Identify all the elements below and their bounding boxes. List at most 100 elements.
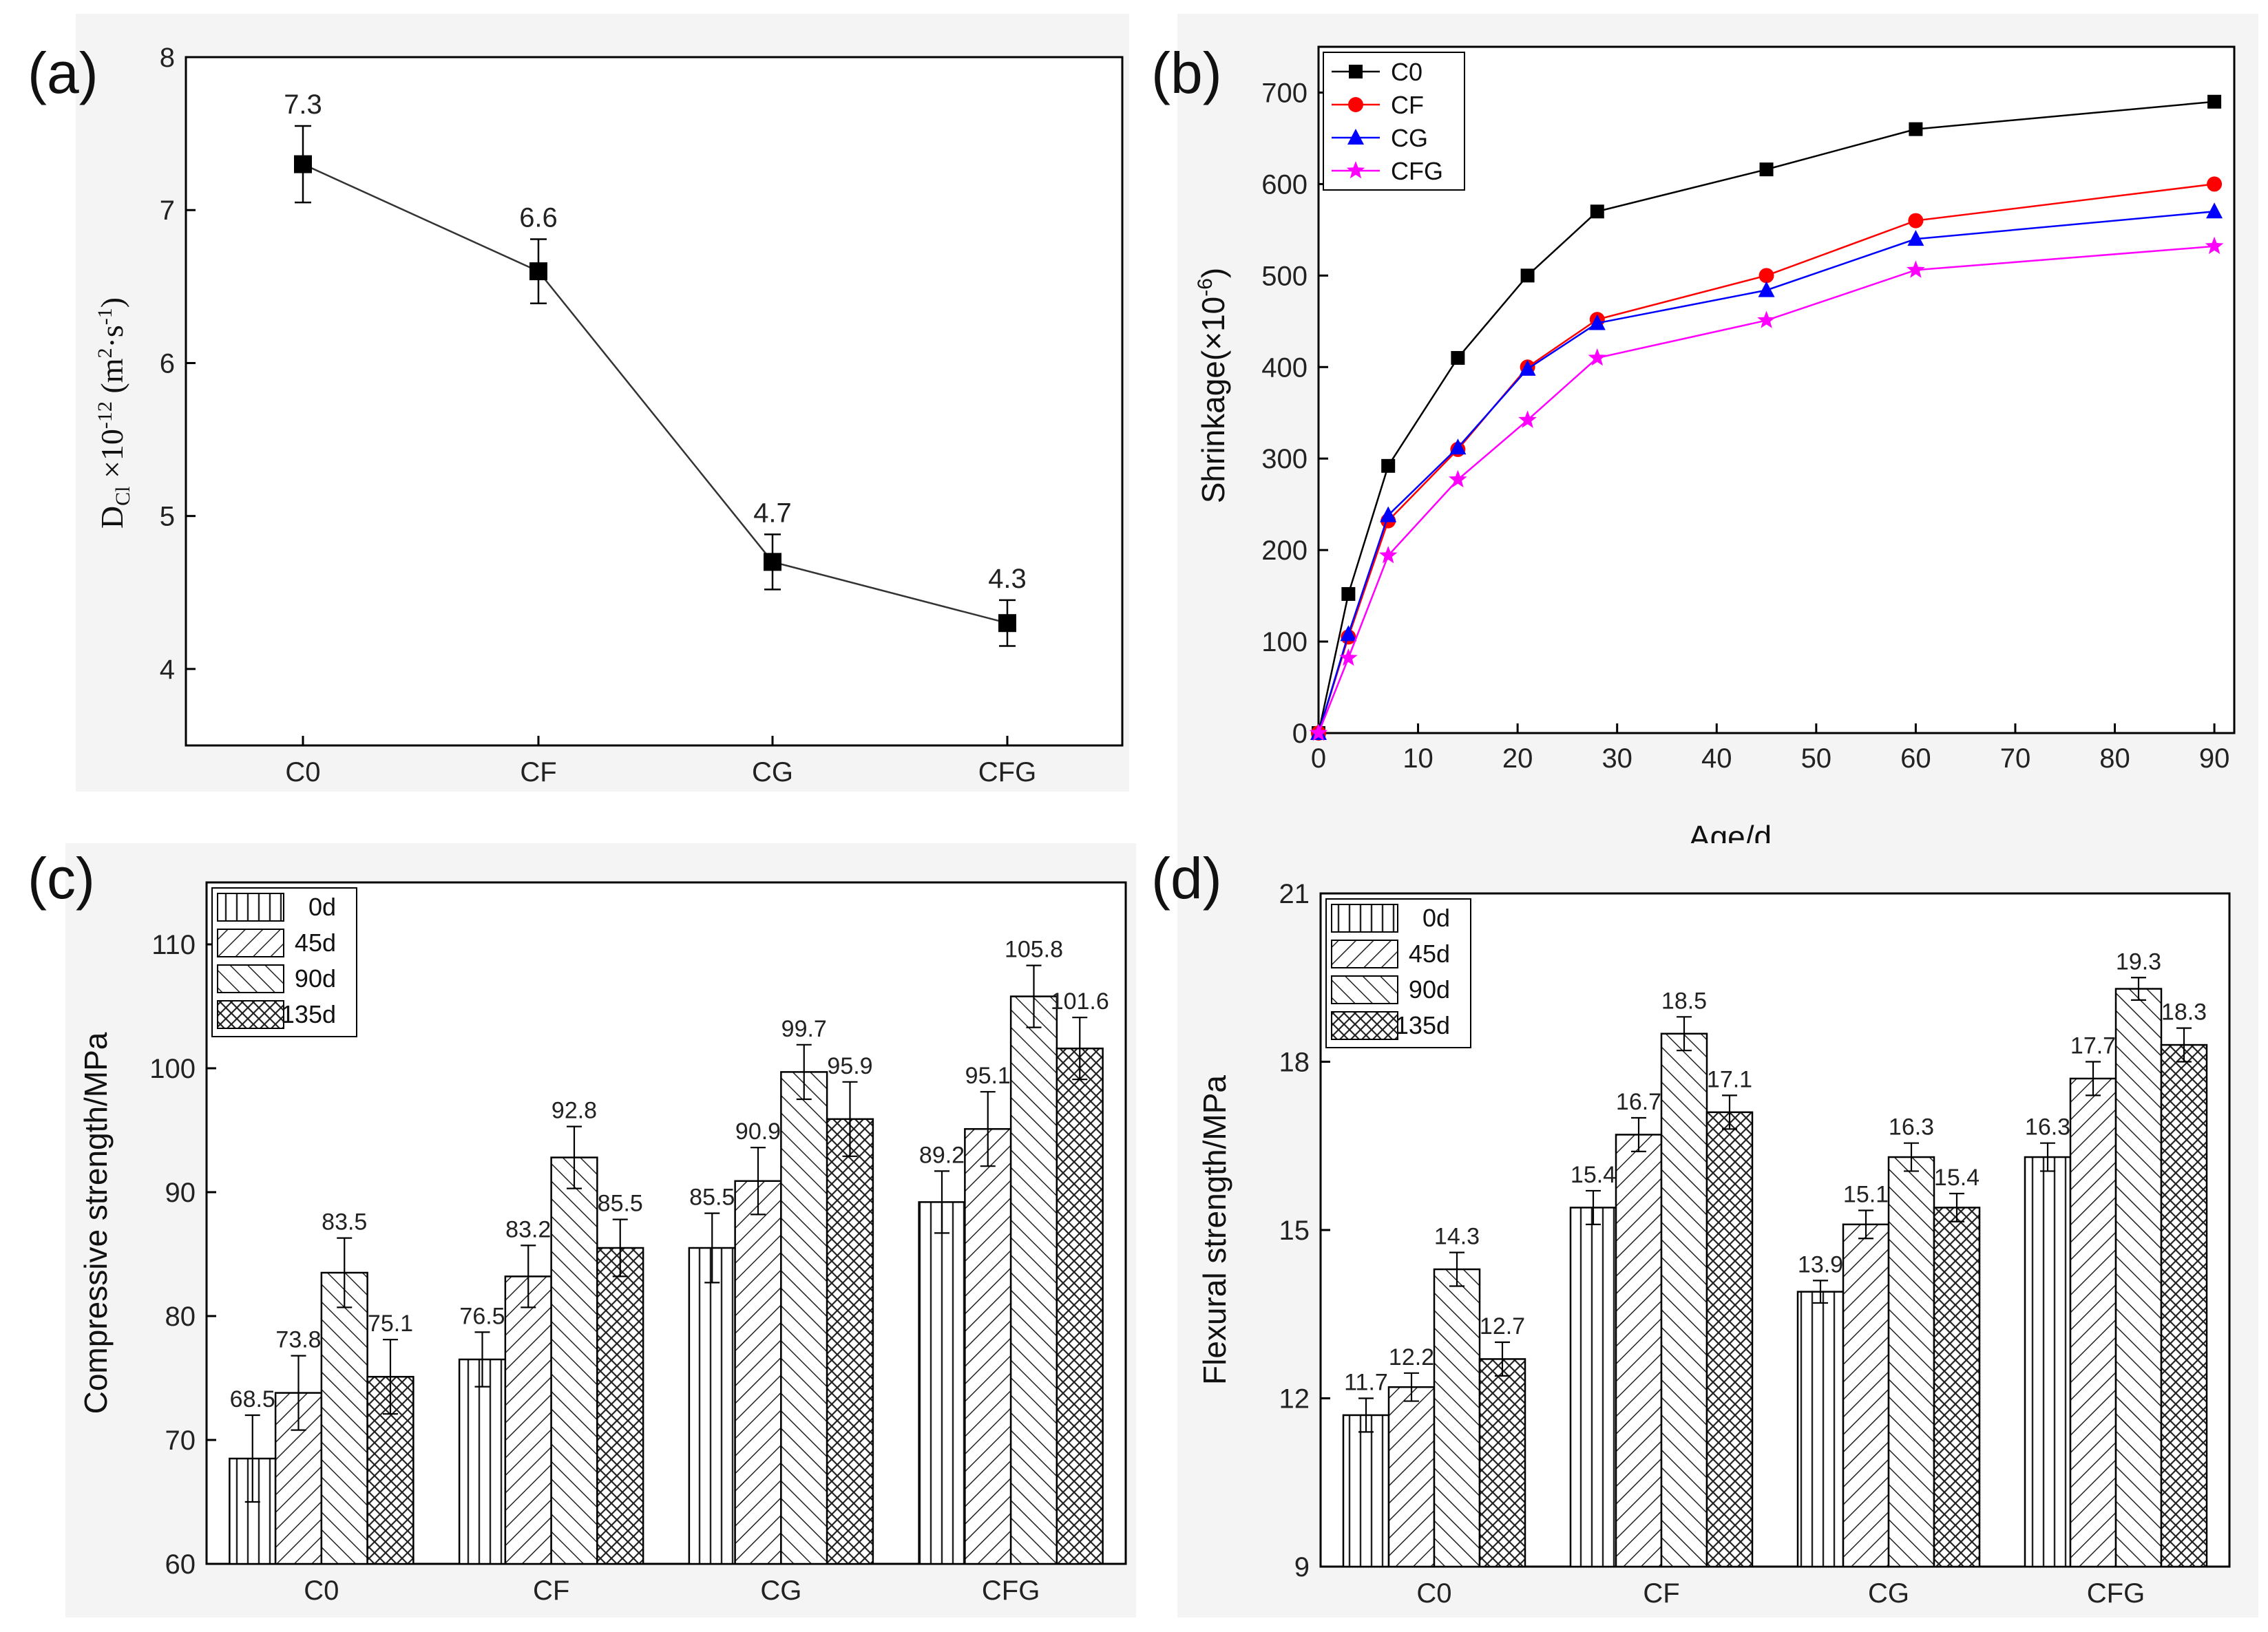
panel-b-plot-area <box>1317 45 2236 734</box>
panel-d-xtick-label: CF <box>1643 1578 1679 1609</box>
panel-b-xtick-label: 60 <box>1900 743 1931 774</box>
panel-b-point-cfg <box>1339 648 1358 666</box>
panel-b-point-cfg <box>1309 723 1328 741</box>
panel-b-label: (b) <box>1151 41 1222 105</box>
panel-b-point-cg <box>1449 438 1467 455</box>
panel-b-xtick-label: 0 <box>1311 743 1326 774</box>
panel-b-ytick-label: 200 <box>1261 536 1308 566</box>
panel-b-point-c0 <box>1341 586 1356 601</box>
panel-c-value-label: 85.5 <box>598 1191 643 1217</box>
panel-d-value-label: 16.3 <box>1889 1114 1934 1141</box>
panel-c-value-label: 68.5 <box>230 1386 275 1412</box>
panel-b-marks <box>1309 94 2224 741</box>
panel-b-ytick-label: 400 <box>1261 352 1308 383</box>
panel-d-bar-45d <box>1387 1386 1436 1568</box>
panel-c-bar-135d <box>1056 1047 1104 1565</box>
panel-a-value-label: 4.7 <box>753 498 792 528</box>
panel-b-legend-label-cg: CG <box>1391 124 1428 152</box>
panel-c-value-label: 89.2 <box>919 1142 965 1168</box>
panel-a-marks: 7.3 6.6 4.7 4.3 <box>284 89 1027 647</box>
panel-b-point-cfg <box>1907 260 1925 278</box>
panel-d-marks: 11.712.2 14.3 12.7 15.4 16.7 18.5 17.1 13.9 15.1… <box>1342 949 2208 1568</box>
panel-c-xtick-label: CG <box>760 1576 801 1606</box>
panel-d-value-label: 19.3 <box>2116 949 2161 975</box>
panel-d-legend-label-135d: 135d <box>1395 1011 1450 1039</box>
panel-c-marks: 68.5 73.8 83.5 75.1 76.5 83.2 92.8 85.5 85.5 90.9… <box>229 937 1109 1565</box>
panel-b-ytick-label: 100 <box>1261 627 1308 657</box>
panel-a-ylabel-units: (m <box>94 358 129 401</box>
panel-d-value-label: 15.4 <box>1571 1162 1616 1188</box>
panel-b-legend-marker-c0 <box>1349 65 1363 78</box>
panel-c-ytick-label: 70 <box>165 1426 196 1456</box>
panel-c-ytick-label: 60 <box>165 1549 196 1580</box>
panel-b-point-c0 <box>1909 122 1923 136</box>
panel-d-value-label: 16.7 <box>1616 1089 1661 1115</box>
panel-d-legend-label-90d: 90d <box>1409 975 1450 1004</box>
panel-c-bar-90d <box>320 1271 368 1565</box>
panel-d-value-label: 15.1 <box>1843 1181 1889 1207</box>
panel-a-value-label: 7.3 <box>284 89 322 120</box>
panel-c-ytick-label: 110 <box>151 930 196 960</box>
panel-a-ytick-label: 8 <box>160 43 175 73</box>
panel-b-point-cfg <box>1378 546 1398 564</box>
panel-b-xtick-label: 70 <box>2000 743 2031 774</box>
panel-d-value-label: 16.3 <box>2025 1114 2070 1141</box>
panel-c-bar-45d <box>964 1127 1012 1565</box>
panel-b-point-cfg <box>1518 410 1537 428</box>
panel-d-bar-135d <box>1705 1111 1754 1568</box>
panel-a-ticks: 4 5 6 7 8 C0 CF CG CFG <box>160 43 1036 787</box>
panel-c-value-label: 101.6 <box>1051 988 1109 1015</box>
panel-a-ytick-label: 7 <box>160 195 175 226</box>
panel-a-point <box>294 155 312 173</box>
panel-c-legend-label-45d: 45d <box>295 929 336 957</box>
panel-d-y-axis-title: Flexural strength/MPa <box>1197 1075 1232 1385</box>
panel-c-value-label: 99.7 <box>781 1016 827 1042</box>
panel-d-value-label: 15.4 <box>1934 1165 1980 1191</box>
panel-c-ytick-label: 90 <box>165 1178 196 1208</box>
panel-a-ytick-label: 5 <box>160 502 175 532</box>
panel-d-value-label: 12.7 <box>1480 1313 1525 1339</box>
panel-d-xtick-label: CFG <box>2087 1578 2145 1609</box>
panel-b-ylabel-close: ) <box>1195 268 1231 278</box>
panel-b-point-cg <box>1588 314 1606 330</box>
panel-b-xtick-label: 90 <box>2199 743 2230 774</box>
panel-a-line <box>302 163 1008 624</box>
panel-b-xtick-label: 80 <box>2099 743 2130 774</box>
panel-a-value-label: 6.6 <box>519 202 558 233</box>
panel-c-legend-label-0d: 0d <box>308 893 336 921</box>
panel-d-bar-90d <box>2114 988 2163 1568</box>
panel-b-point-c0 <box>1759 162 1774 177</box>
panel-b-legend-marker-cf <box>1348 97 1363 112</box>
panel-d-xtick-label: CG <box>1868 1578 1909 1609</box>
panel-d-value-label: 11.7 <box>1344 1370 1388 1396</box>
panel-c-legend: 0d 45d 90d 135d <box>211 887 357 1037</box>
panel-c-value-label: 73.8 <box>275 1327 321 1353</box>
panel-b-point-c0 <box>2207 94 2222 109</box>
panel-a-xtick-label: CF <box>520 757 556 787</box>
panel-d-value-label: 14.3 <box>1434 1224 1480 1250</box>
panel-d-bar-0d <box>1342 1414 1390 1568</box>
panel-c-value-label: 92.8 <box>552 1098 597 1124</box>
panel-d-value-label: 12.2 <box>1389 1344 1434 1370</box>
panel-d-legend: 0d 45d 90d 135d <box>1325 898 1471 1048</box>
panel-b-point-cg <box>1340 625 1357 642</box>
panel-d-legend-swatch-0d <box>1331 904 1398 933</box>
panel-a-ylabel-sub: Cl <box>112 487 134 506</box>
panel-b-legend-marker-cfg <box>1346 161 1365 179</box>
panel-b-ylabel-exp: -6 <box>1194 278 1217 297</box>
panel-d-xtick-label: C0 <box>1416 1578 1451 1609</box>
panel-c-xtick-label: CFG <box>982 1576 1040 1606</box>
panel-a-plot-area <box>185 56 1124 747</box>
panel-d-ytick-label: 18 <box>1279 1048 1310 1078</box>
panel-c-value-label: 95.1 <box>965 1063 1011 1089</box>
panel-a-point <box>529 262 547 281</box>
panel-c-bar-0d <box>918 1201 966 1565</box>
panel-d-bar-90d <box>1433 1268 1481 1568</box>
panel-c-ticks: 60 70 80 90 100 110 C0 CF CG CFG <box>149 930 1040 1606</box>
panel-c-value-label: 83.5 <box>322 1209 367 1236</box>
panel-d-bar-90d <box>1887 1156 1935 1568</box>
panel-b-ylabel-main: Shrinkage(×10 <box>1195 297 1231 503</box>
panel-a-ytick-label: 6 <box>160 348 175 379</box>
panel-a-ylabel-exp2: 2 <box>94 348 116 358</box>
